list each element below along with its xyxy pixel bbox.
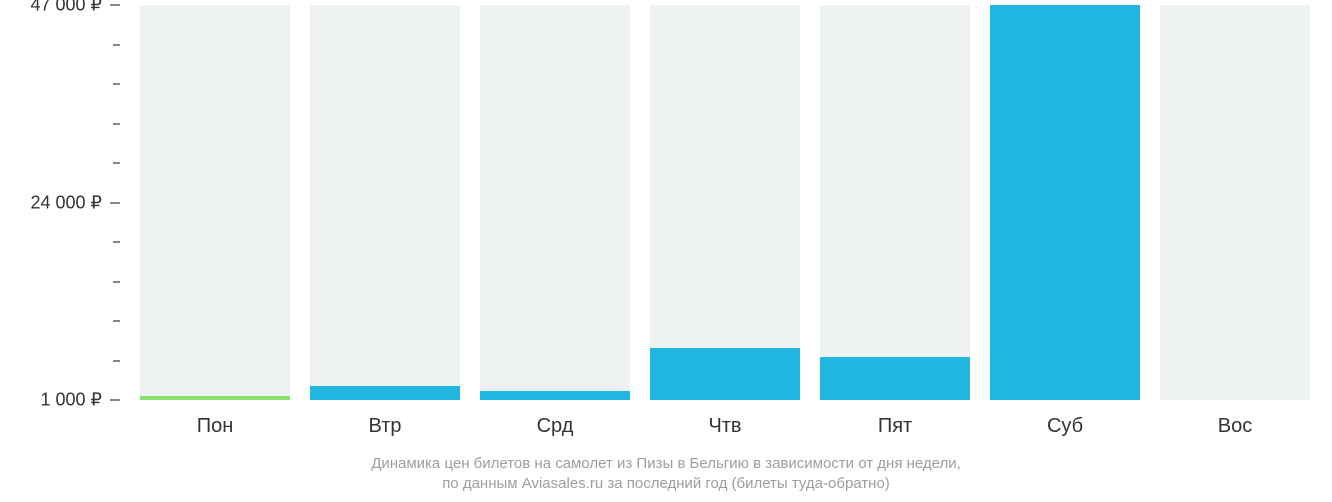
- price-by-weekday-chart: 47 000 ₽24 000 ₽1 000 ₽ ПонВтрСрдЧтвПятС…: [0, 0, 1332, 502]
- y-tick-mark: [110, 4, 120, 6]
- y-tick-mark: [110, 202, 120, 204]
- y-minor-tick-mark: [113, 162, 120, 164]
- bar: [480, 5, 630, 400]
- y-minor-tick-mark: [113, 241, 120, 243]
- x-tick-label: Пон: [140, 415, 290, 438]
- y-minor-tick-mark: [113, 44, 120, 46]
- bar-value: [310, 386, 460, 400]
- bar-value: [140, 396, 290, 400]
- x-tick-label: Чтв: [650, 415, 800, 438]
- bar: [820, 5, 970, 400]
- x-tick-label: Вос: [1160, 415, 1310, 438]
- x-tick-label: Срд: [480, 415, 630, 438]
- x-axis: Пон Втр Срд Чтв Пят Суб Вос: [130, 415, 1320, 438]
- bars-group: [130, 5, 1320, 400]
- bar: [650, 5, 800, 400]
- bar: [140, 5, 290, 400]
- caption-line-1: Динамика цен билетов на самолет из Пизы …: [0, 454, 1332, 474]
- y-tick-label: 24 000 ₽: [30, 192, 102, 213]
- bar-background: [480, 5, 630, 400]
- bar-value: [480, 391, 630, 400]
- bar: [310, 5, 460, 400]
- y-minor-tick-mark: [113, 320, 120, 322]
- bar-background: [140, 5, 290, 400]
- bar-value: [990, 5, 1140, 400]
- x-tick-label: Втр: [310, 415, 460, 438]
- x-tick-label: Суб: [990, 415, 1140, 438]
- x-tick-label: Пят: [820, 415, 970, 438]
- bar-background: [1160, 5, 1310, 400]
- plot-area: [130, 5, 1320, 400]
- bar-background: [650, 5, 800, 400]
- bar: [990, 5, 1140, 400]
- y-minor-tick-mark: [113, 281, 120, 283]
- y-minor-tick-mark: [113, 83, 120, 85]
- y-axis: 47 000 ₽24 000 ₽1 000 ₽: [0, 5, 130, 400]
- y-tick-mark: [110, 399, 120, 401]
- bar-background: [820, 5, 970, 400]
- y-tick-label: 47 000 ₽: [30, 0, 102, 16]
- caption-line-2: по данным Aviasales.ru за последний год …: [0, 474, 1332, 494]
- bar-value: [820, 357, 970, 400]
- bar-value: [650, 348, 800, 400]
- bar-background: [310, 5, 460, 400]
- y-minor-tick-mark: [113, 360, 120, 362]
- chart-caption: Динамика цен билетов на самолет из Пизы …: [0, 454, 1332, 495]
- y-minor-tick-mark: [113, 123, 120, 125]
- bar: [1160, 5, 1310, 400]
- y-tick-label: 1 000 ₽: [41, 390, 103, 411]
